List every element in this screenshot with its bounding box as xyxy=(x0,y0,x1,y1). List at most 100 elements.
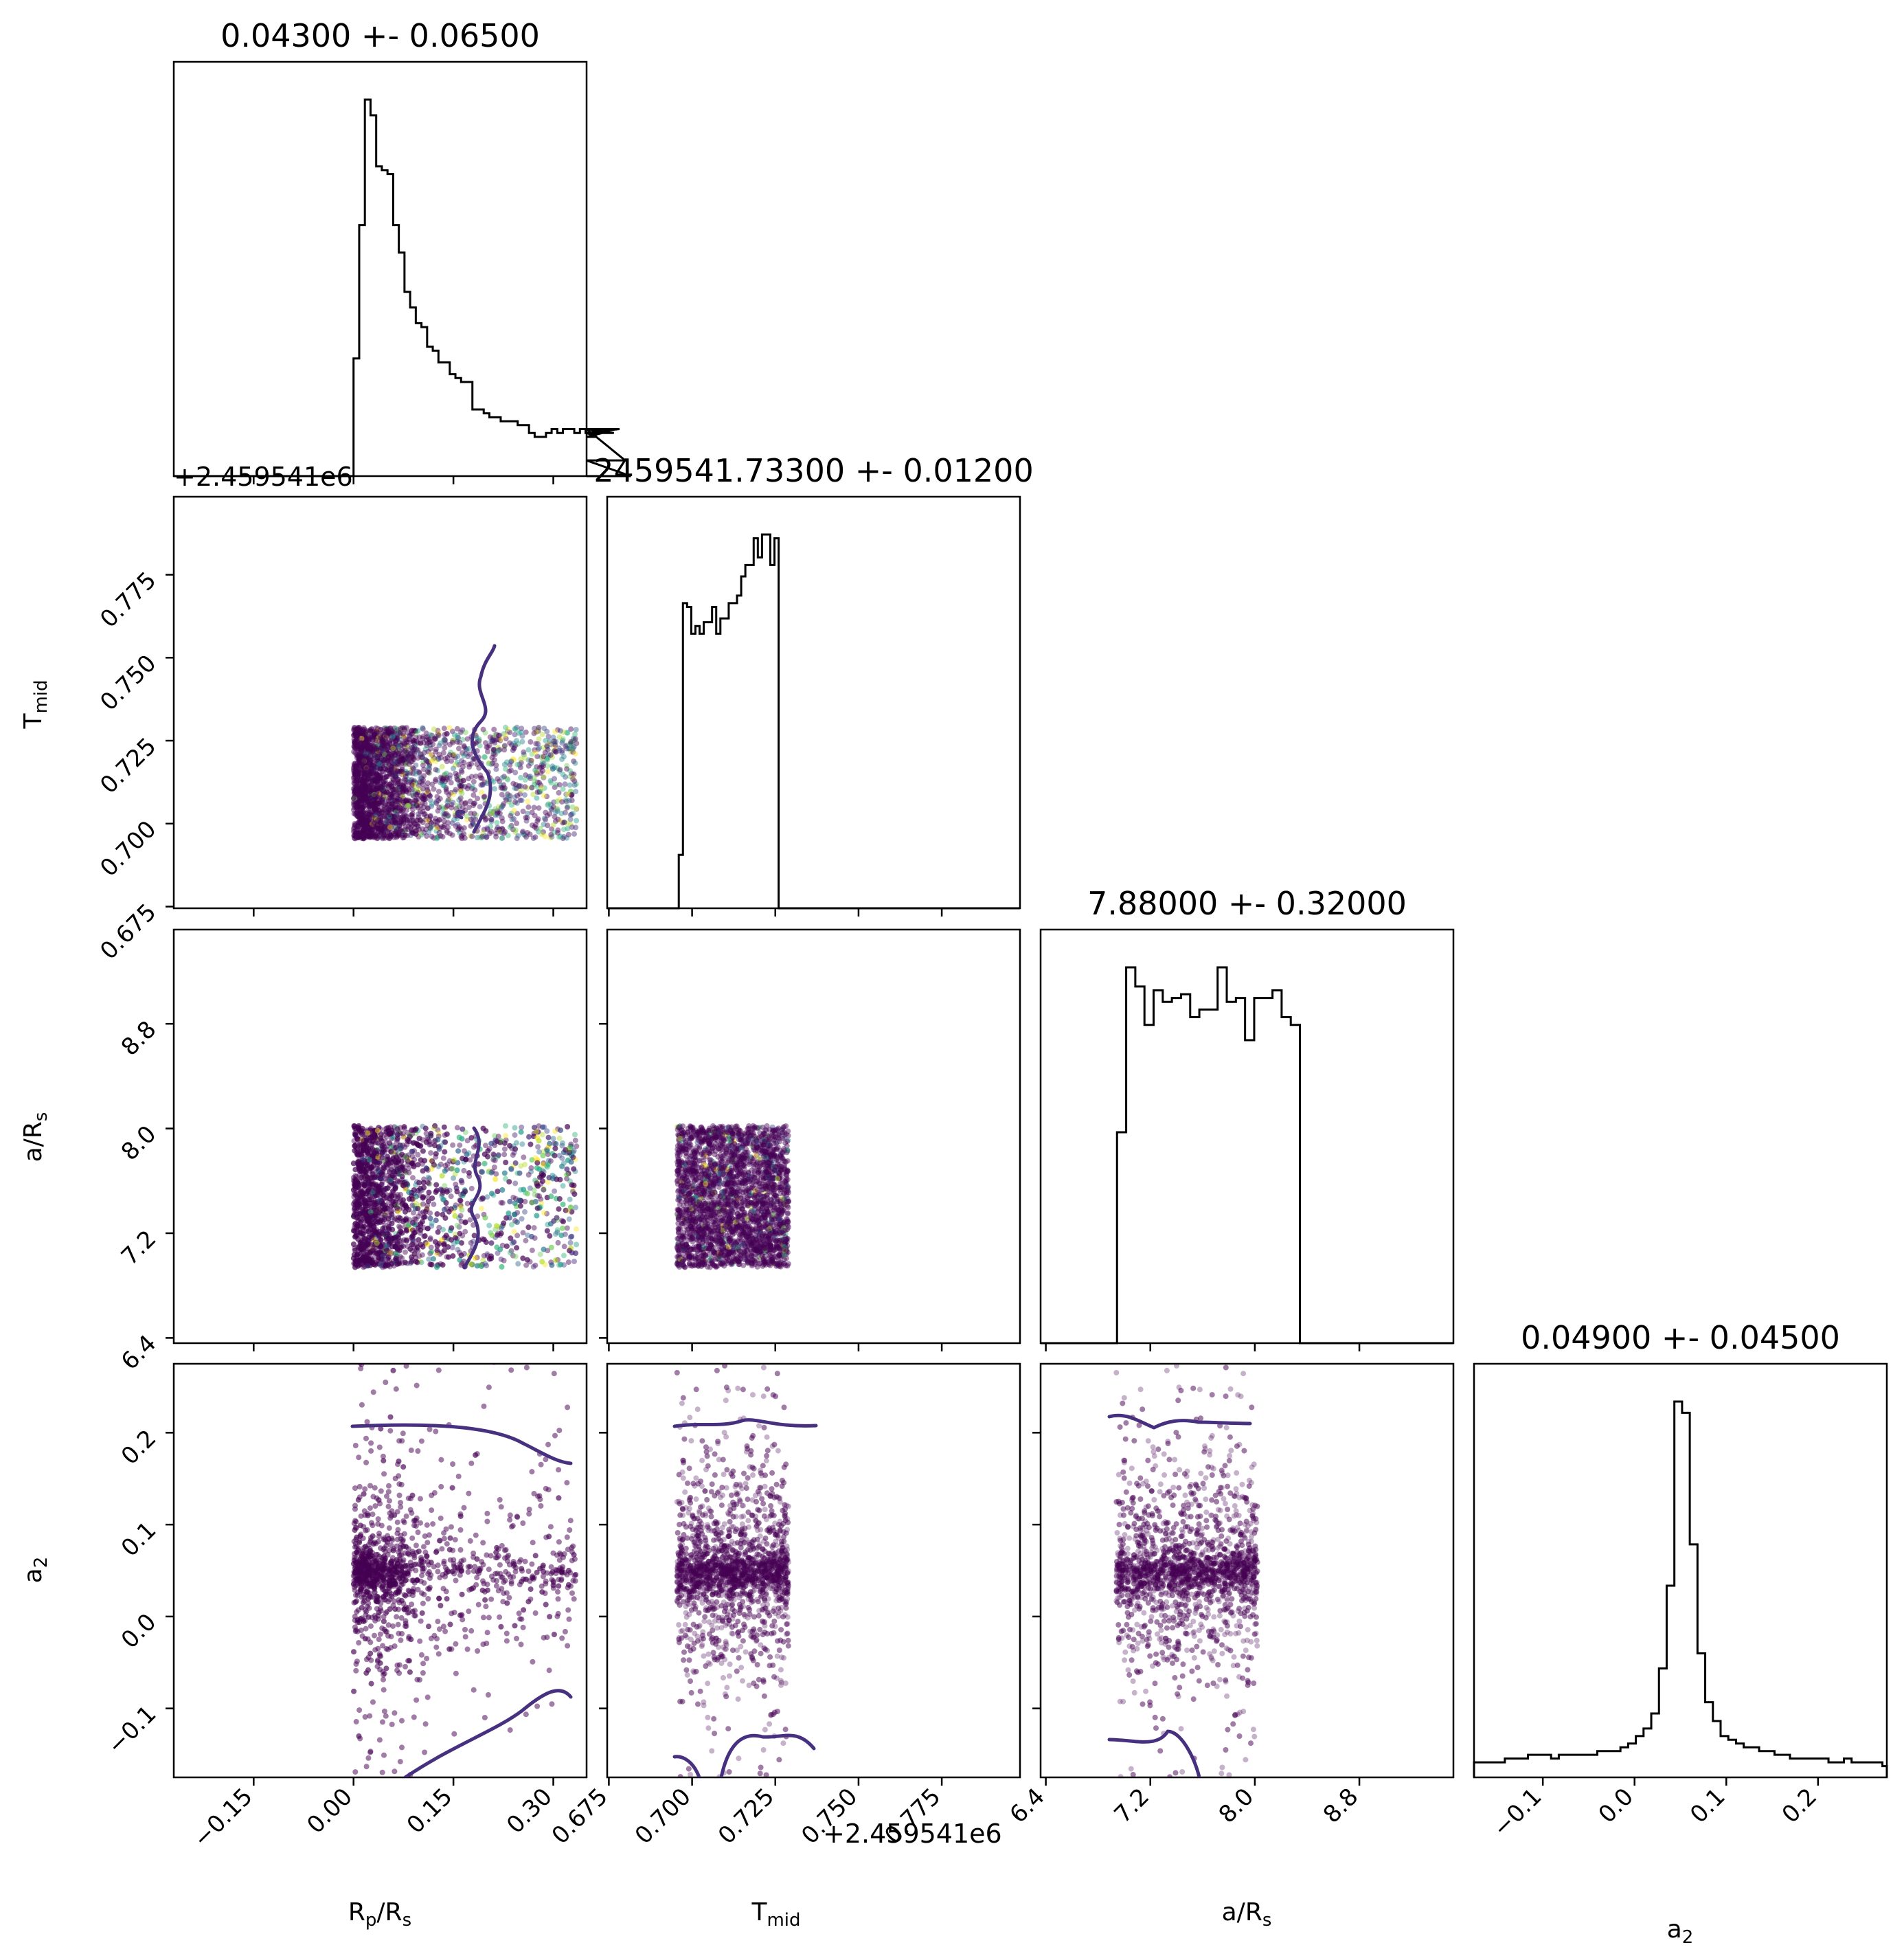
scatter-point xyxy=(459,835,465,842)
scatter-point xyxy=(361,822,367,827)
scatter-point xyxy=(565,730,571,736)
scatter-point xyxy=(356,805,363,810)
scatter-point xyxy=(553,748,559,754)
scatter-point xyxy=(386,731,392,737)
scatter-point xyxy=(529,1233,535,1239)
scatter-point xyxy=(367,795,374,801)
scatter-point xyxy=(415,1151,421,1158)
scatter-point xyxy=(373,778,378,785)
scatter-point xyxy=(544,744,550,750)
scatter-point xyxy=(455,772,461,778)
scatter-point xyxy=(371,791,377,797)
scatter-point xyxy=(462,1219,468,1226)
scatter-point xyxy=(393,734,399,741)
scatter-point xyxy=(499,785,506,791)
scatter-point xyxy=(554,798,560,805)
scatter-point xyxy=(358,788,364,794)
scatter-point xyxy=(361,794,367,800)
scatter-point xyxy=(422,796,428,802)
scatter-point xyxy=(398,754,404,760)
scatter-point xyxy=(567,816,574,822)
scatter-point xyxy=(367,762,374,768)
scatter-point xyxy=(373,734,379,740)
scatter-point xyxy=(441,813,447,820)
scatter-point xyxy=(354,813,360,819)
scatter-point xyxy=(541,1210,547,1216)
scatter-point xyxy=(357,795,363,800)
scatter-point xyxy=(366,755,372,761)
scatter-point xyxy=(361,759,367,765)
scatter-point xyxy=(544,813,550,819)
scatter-point xyxy=(519,739,525,745)
scatter-point xyxy=(381,1164,387,1170)
scatter-point xyxy=(549,807,555,813)
scatter-point xyxy=(389,728,395,734)
scatter-point xyxy=(420,820,426,826)
scatter-point xyxy=(356,727,361,733)
scatter-point xyxy=(425,740,431,746)
scatter-point xyxy=(567,774,573,780)
scatter-point xyxy=(501,782,507,788)
scatter-point xyxy=(574,806,580,812)
scatter-point xyxy=(378,751,385,757)
scatter-point xyxy=(379,809,385,816)
scatter-point xyxy=(368,732,374,739)
scatter-point xyxy=(540,1124,546,1130)
scatter-point xyxy=(368,793,374,799)
scatter-point xyxy=(400,734,407,741)
scatter-point xyxy=(364,833,370,839)
scatter-point xyxy=(567,745,573,752)
scatter-point xyxy=(394,737,400,743)
scatter-point xyxy=(541,822,547,828)
scatter-point xyxy=(354,804,361,810)
scatter-point xyxy=(501,774,507,780)
scatter-point xyxy=(544,743,550,749)
scatter-point xyxy=(565,826,571,832)
scatter-point xyxy=(375,773,381,779)
scatter-point xyxy=(503,766,509,772)
scatter-point xyxy=(394,758,400,765)
scatter-point xyxy=(503,1133,509,1139)
scatter-point xyxy=(361,743,367,750)
scatter-point xyxy=(362,792,368,798)
scatter-point xyxy=(387,730,393,737)
scatter-point xyxy=(363,831,369,837)
scatter-point xyxy=(523,834,530,840)
scatter-point xyxy=(472,800,478,807)
scatter-point xyxy=(392,789,398,795)
scatter-point xyxy=(551,799,557,805)
scatter-point xyxy=(528,1141,534,1147)
scatter-point xyxy=(398,1244,404,1250)
scatter-point xyxy=(413,798,419,804)
scatter-point xyxy=(379,823,385,829)
scatter-point xyxy=(438,833,444,839)
scatter-point xyxy=(352,793,358,799)
scatter-point xyxy=(385,829,391,835)
scatter-point xyxy=(374,728,381,734)
scatter-point xyxy=(359,728,365,734)
scatter-point xyxy=(373,800,379,806)
scatter-point xyxy=(351,826,356,832)
scatter-point xyxy=(556,1206,562,1212)
scatter-point xyxy=(396,758,402,765)
scatter-point xyxy=(522,755,528,761)
scatter-point xyxy=(359,818,365,824)
scatter-point xyxy=(535,746,541,752)
scatter-point xyxy=(573,727,579,732)
scatter-panel-ars-vs-rp xyxy=(172,928,588,1345)
scatter-point xyxy=(357,757,363,763)
scatter-point xyxy=(433,1217,439,1224)
scatter-point xyxy=(374,730,380,736)
scatter-point xyxy=(409,1254,415,1260)
scatter-point xyxy=(564,1225,570,1231)
scatter-point xyxy=(564,805,570,811)
scatter-point xyxy=(454,1125,460,1131)
scatter-point xyxy=(350,727,356,733)
scatter-point xyxy=(412,728,418,734)
scatter-point xyxy=(367,758,374,764)
scatter-point xyxy=(393,798,399,804)
scatter-point xyxy=(394,731,400,737)
scatter-point xyxy=(370,824,376,830)
scatter-point xyxy=(534,769,540,776)
scatter-point xyxy=(359,788,365,794)
